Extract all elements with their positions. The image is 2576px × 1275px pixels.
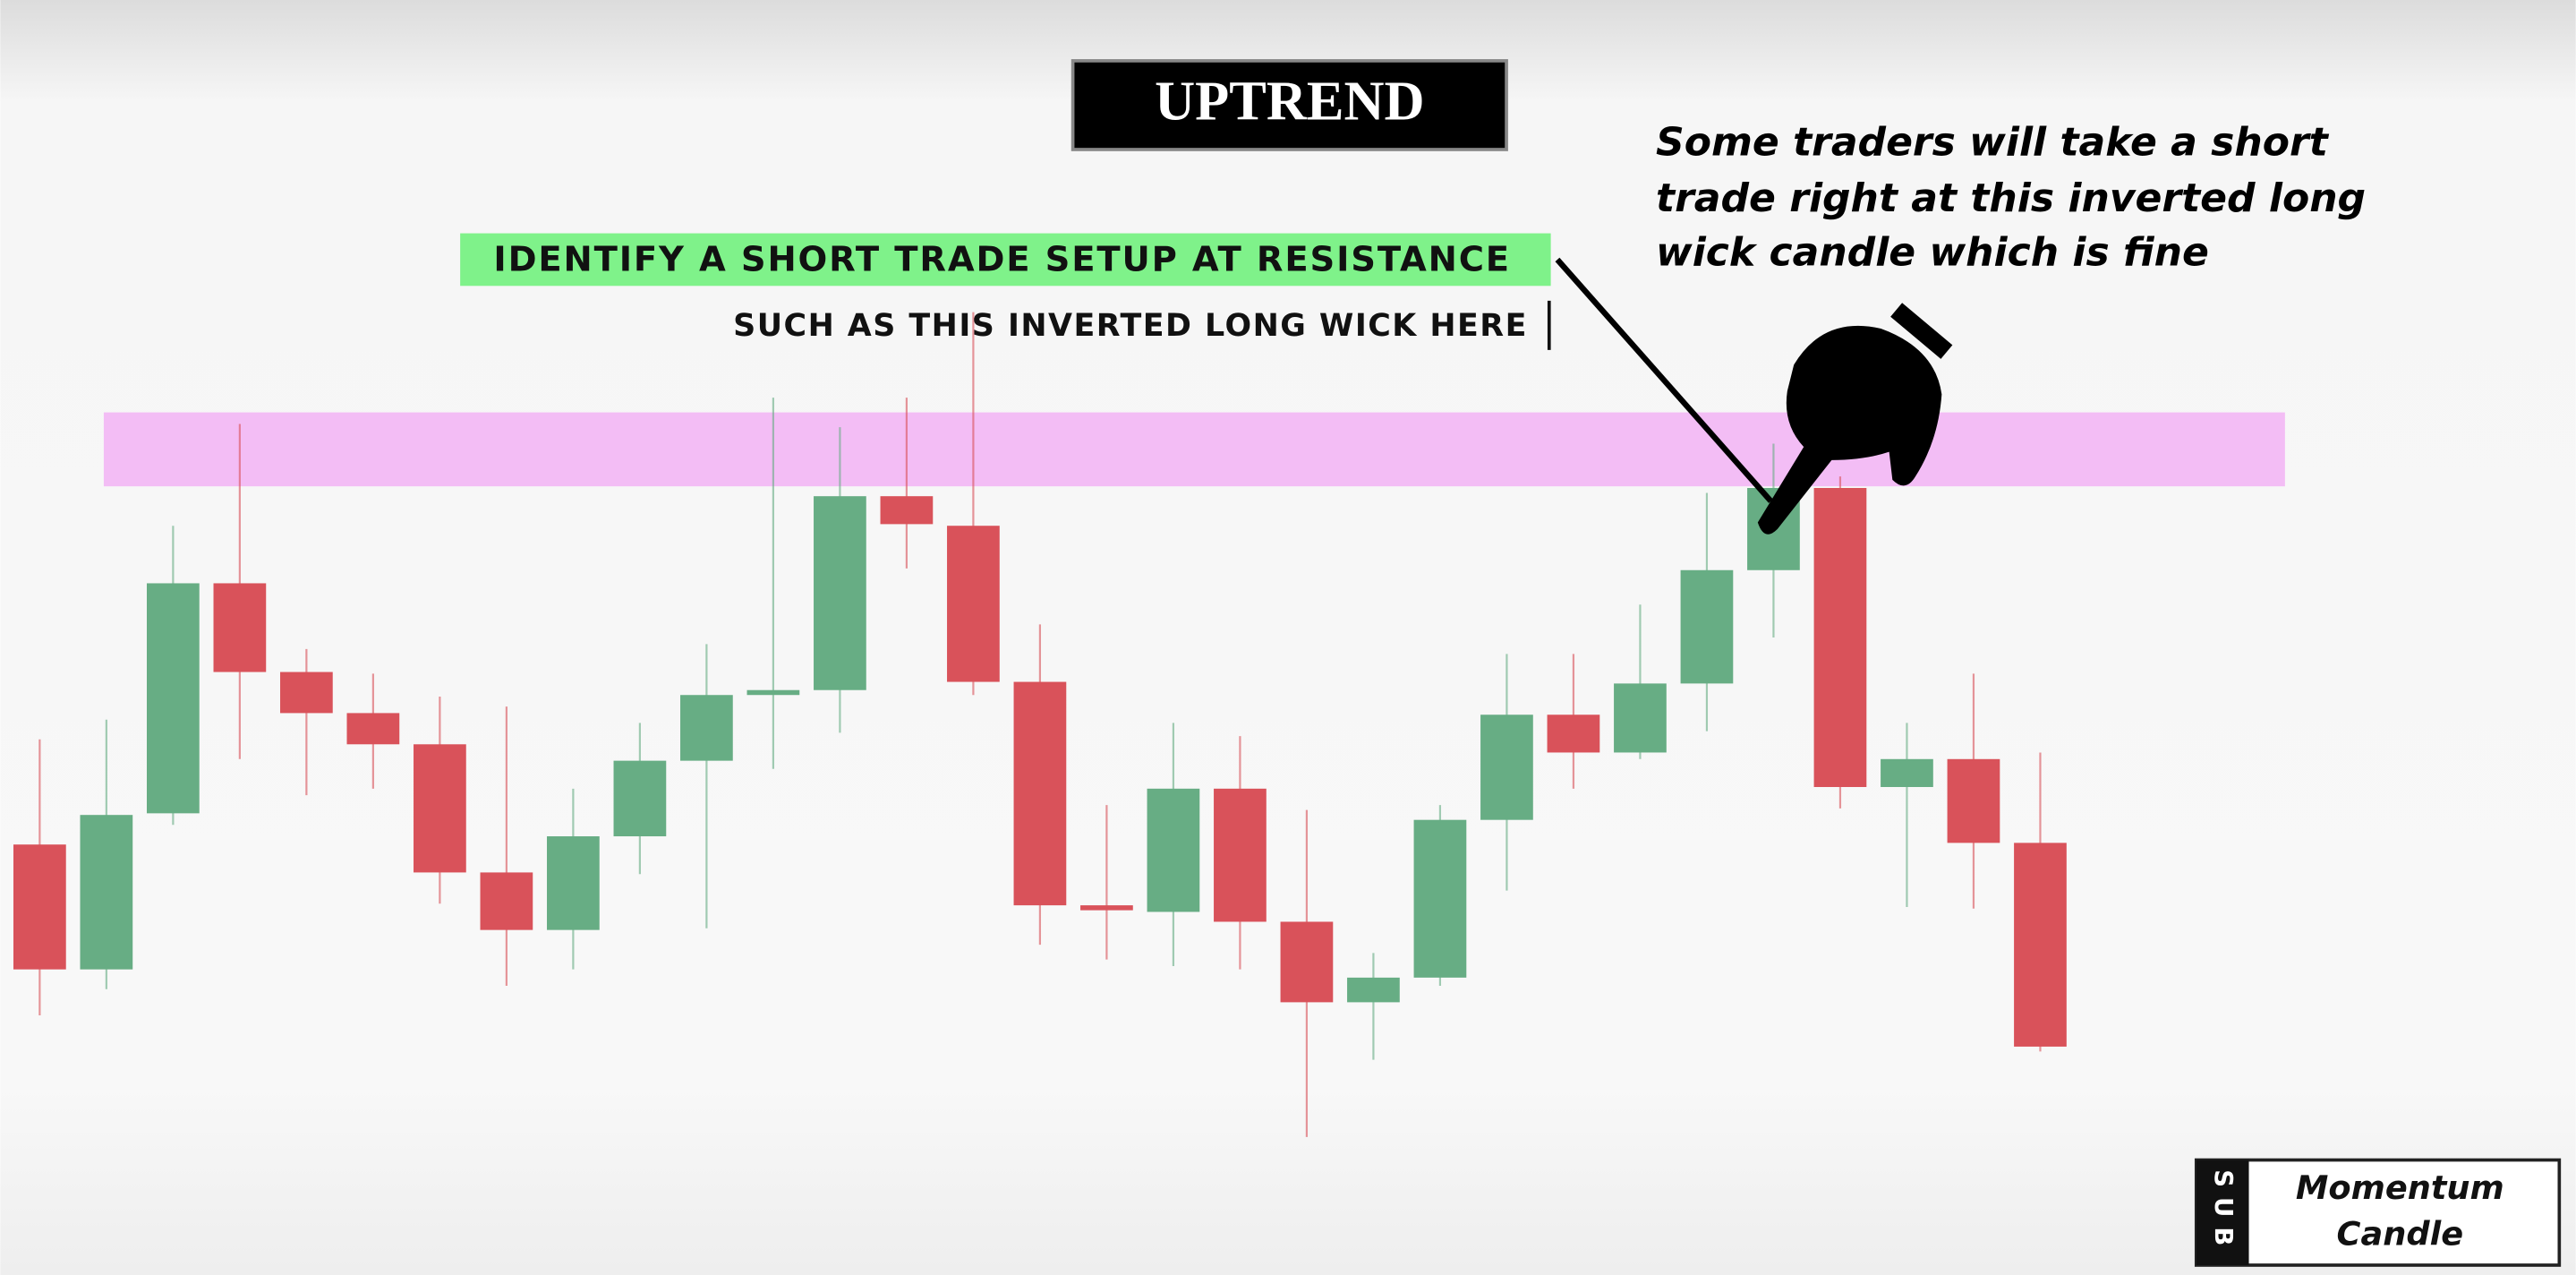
candle-body bbox=[414, 744, 466, 873]
candle-body bbox=[213, 583, 267, 672]
candle-body bbox=[613, 760, 667, 837]
candle-body bbox=[1680, 569, 1734, 684]
candle-body bbox=[346, 713, 400, 745]
candle-body bbox=[1413, 819, 1467, 978]
candle-body bbox=[1013, 681, 1067, 906]
annotation-line: wick candle which is fine bbox=[1656, 229, 2209, 275]
logo-badge-text: SUB bbox=[2209, 1169, 2238, 1255]
subheadline: SUCH AS THIS INVERTED LONG WICK HERE bbox=[733, 308, 1528, 344]
candle-body bbox=[680, 695, 733, 761]
candle-body bbox=[1614, 683, 1667, 753]
candle-body bbox=[480, 872, 533, 930]
title-box bbox=[1070, 59, 1508, 151]
pointer-line bbox=[1555, 257, 1773, 503]
candle-body bbox=[746, 689, 800, 696]
candle-body bbox=[1214, 788, 1267, 922]
chart-title: UPTREND bbox=[1155, 71, 1425, 133]
candle-body bbox=[1080, 905, 1133, 911]
candle-body bbox=[1547, 715, 1600, 753]
headline: IDENTIFY A SHORT TRADE SETUP AT RESISTAN… bbox=[493, 239, 1511, 279]
candle-body bbox=[2014, 843, 2067, 1047]
candle-body bbox=[80, 815, 133, 970]
candle-body bbox=[1947, 758, 2000, 843]
candle-body bbox=[1813, 488, 1867, 787]
logo-text: Momentum bbox=[2296, 1168, 2504, 1207]
annotation-line: trade right at this inverted long bbox=[1656, 175, 2366, 221]
candle-body bbox=[1480, 715, 1533, 820]
candle-body bbox=[814, 496, 866, 690]
candle-body bbox=[1280, 921, 1334, 1003]
candle-body bbox=[947, 526, 1000, 682]
logo-box bbox=[2194, 1158, 2562, 1267]
candle-body bbox=[13, 844, 66, 970]
logo-text: Candle bbox=[2337, 1214, 2464, 1253]
hand-icon bbox=[1757, 303, 1953, 535]
resistance-zone bbox=[103, 412, 2285, 487]
candle-body bbox=[547, 836, 600, 930]
headline-highlight bbox=[460, 233, 1551, 287]
candle-body bbox=[880, 496, 934, 525]
logo: SUB Momentum Candle bbox=[2194, 1158, 2562, 1267]
logo-badge bbox=[2196, 1159, 2249, 1265]
candle-body bbox=[280, 672, 333, 714]
candle-body bbox=[1147, 788, 1200, 912]
candle-body bbox=[1347, 977, 1400, 1003]
candle-body bbox=[1881, 758, 1933, 787]
candle-body bbox=[147, 583, 200, 814]
annotation-line: Some traders will take a short bbox=[1656, 119, 2330, 165]
